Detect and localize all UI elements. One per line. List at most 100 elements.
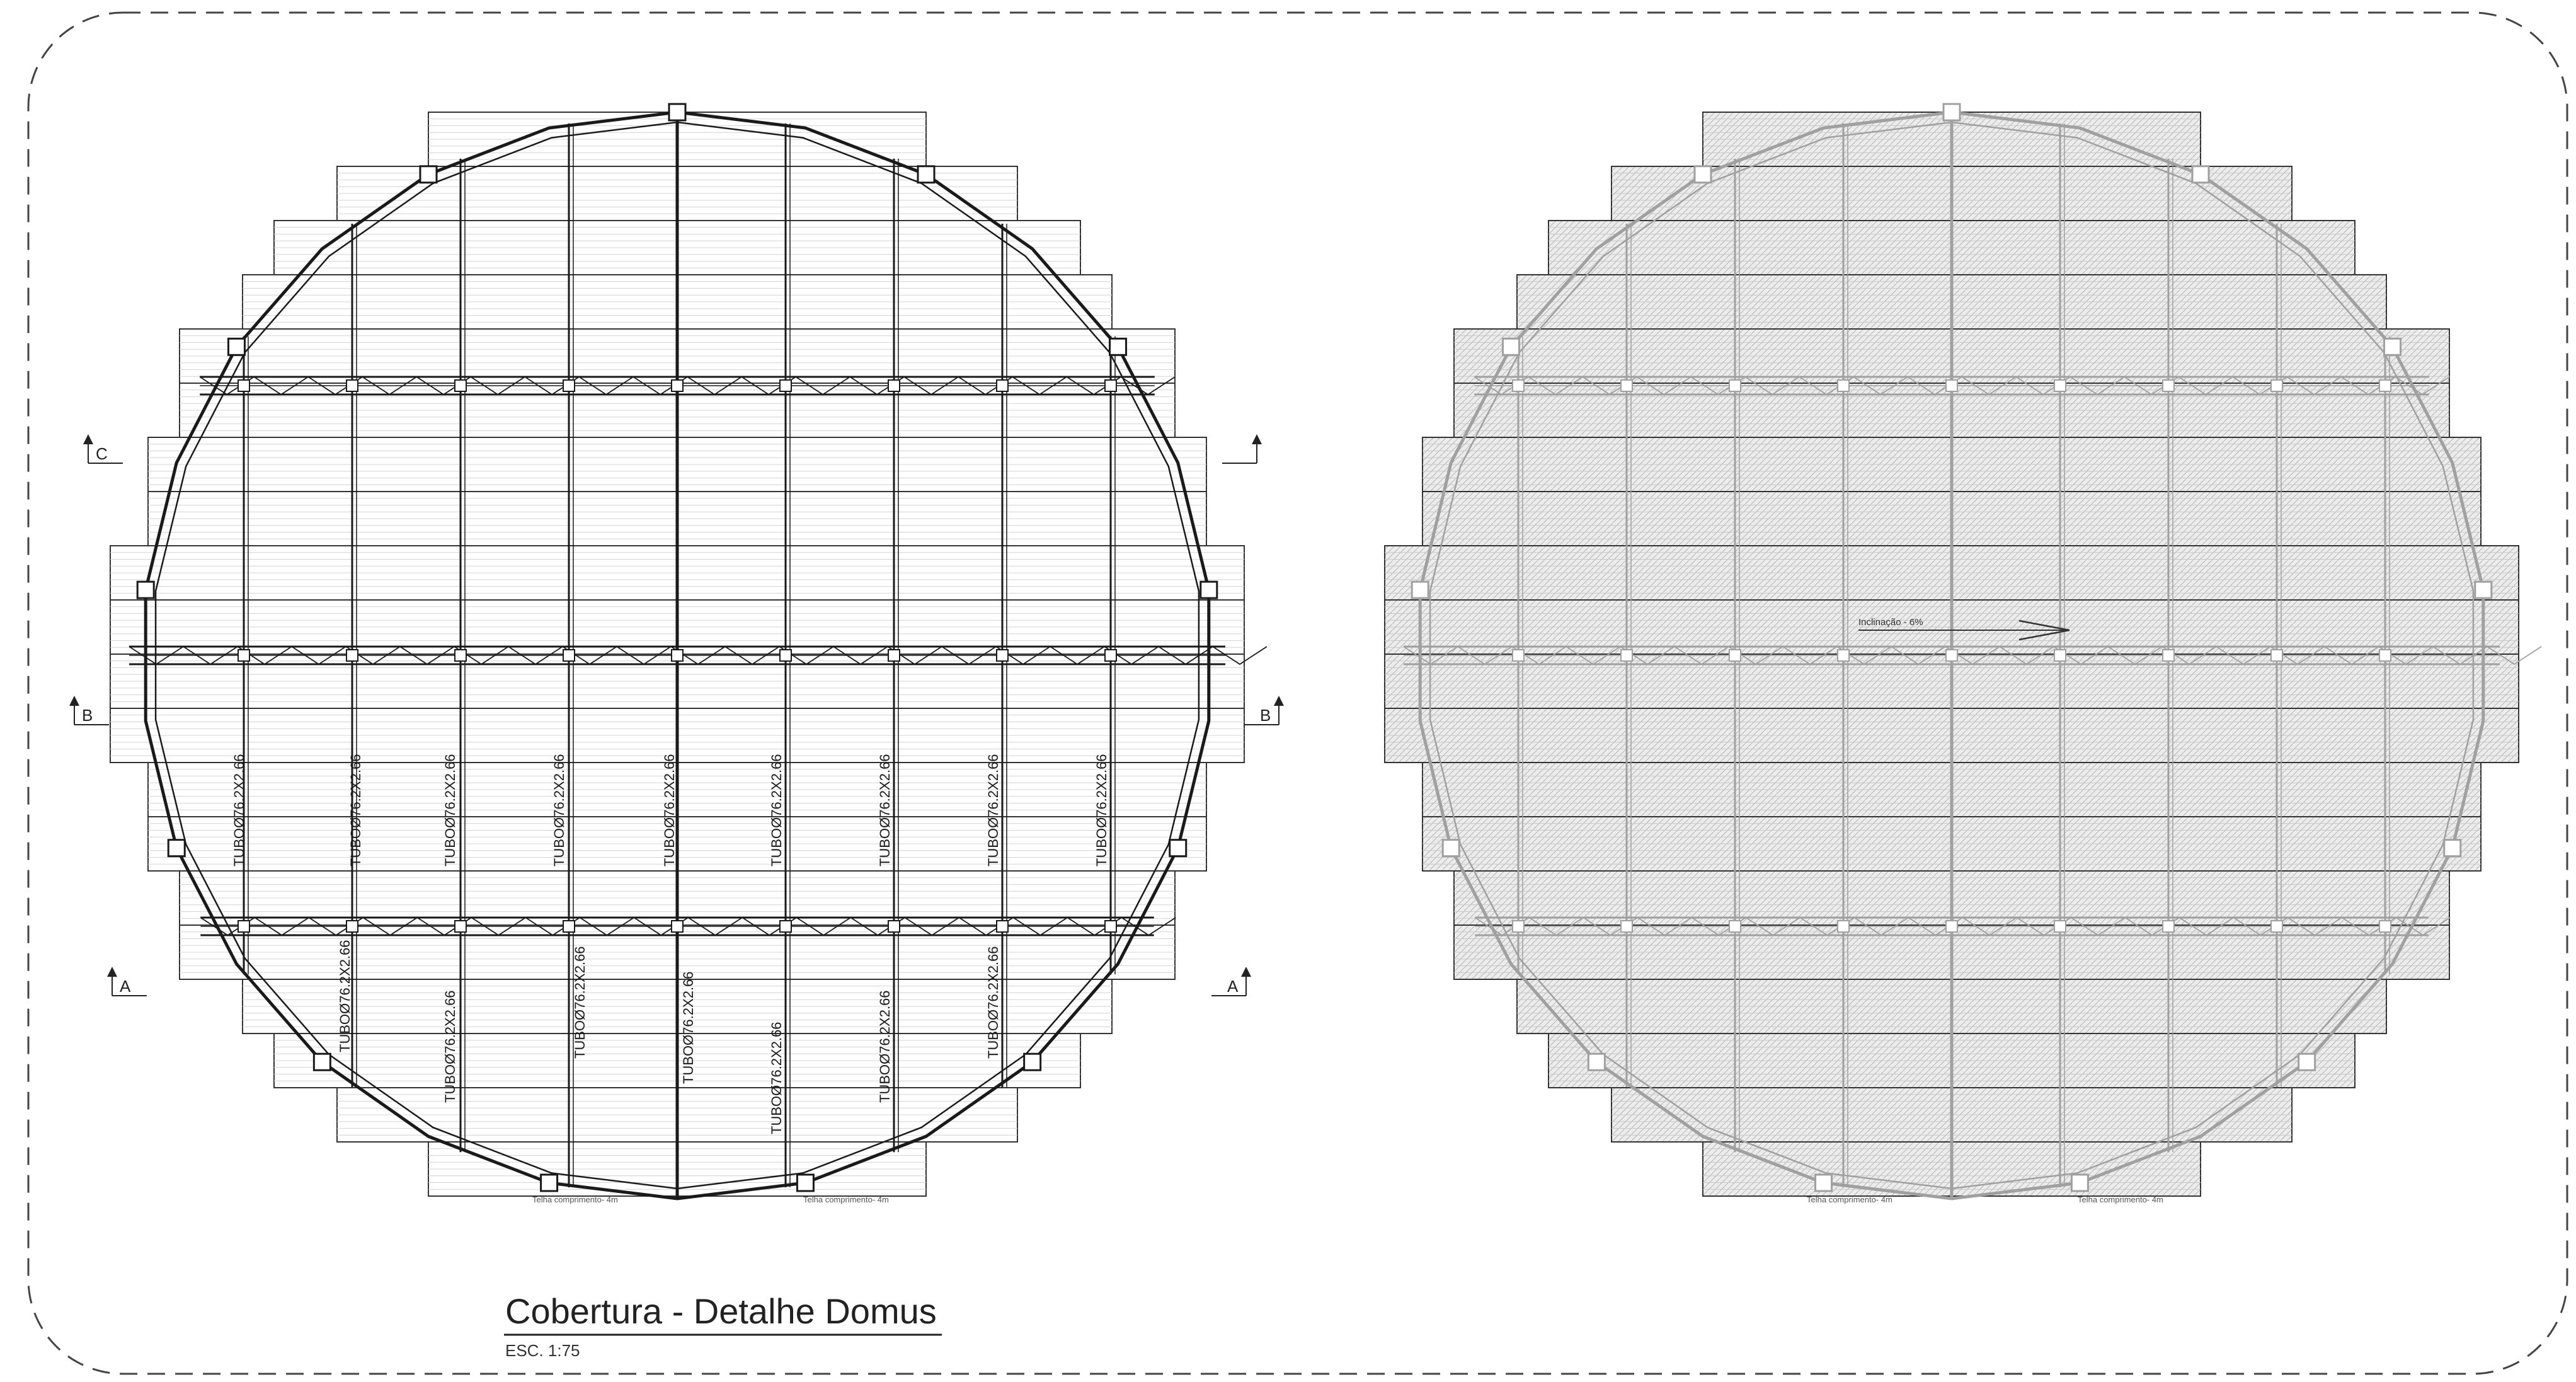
section-arrow-icon: [69, 696, 79, 706]
truss-node: [671, 379, 684, 392]
ring-node: [227, 337, 246, 356]
tube-label: TUBOØ76.2X2.66: [877, 754, 893, 867]
tube-label: TUBOØ76.2X2.66: [680, 971, 696, 1084]
tube-label: TUBOØ76.2X2.66: [877, 990, 893, 1103]
truss-web: [200, 917, 1176, 936]
section-marker-label: B: [82, 706, 93, 725]
tile-length-label: Telha comprimento- 4m: [2078, 1195, 2163, 1204]
ring-node: [1501, 337, 1520, 356]
tube-label: TUBOØ76.2X2.66: [337, 940, 353, 1052]
tile-length-label: Telha comprimento- 4m: [1807, 1195, 1892, 1204]
tube-label: TUBOØ76.2X2.66: [985, 754, 1001, 867]
ring-node: [1169, 839, 1188, 858]
section-marker-label: B: [1260, 706, 1271, 725]
ring-beam: [154, 121, 1200, 1190]
truss-node: [2379, 379, 2391, 392]
truss-node: [454, 920, 467, 933]
tiling-plan: Telha comprimento- 4m Telha comprimento- …: [1384, 103, 2542, 1204]
ring-node: [2070, 1173, 2089, 1192]
truss-node: [1729, 920, 1741, 933]
ring-node: [2474, 580, 2493, 599]
truss-node: [238, 649, 250, 662]
truss-node: [1945, 920, 1958, 933]
truss-node: [888, 649, 900, 662]
truss-node: [1620, 379, 1633, 392]
tube-label: TUBOØ76.2X2.66: [231, 754, 247, 867]
ring-node: [136, 580, 155, 599]
slope-annotation: Inclinação - 6%: [1858, 617, 2070, 641]
structure-plan: Telha comprimento- 4m Telha comprimento- …: [110, 103, 1268, 1204]
ring-node: [1199, 580, 1218, 599]
ring-node: [1109, 337, 1128, 356]
ring-beam: [1429, 121, 2475, 1190]
sheet-border: [27, 11, 2568, 1375]
ring-node: [1587, 1052, 1606, 1071]
truss-node: [1512, 649, 1525, 662]
truss-node: [996, 649, 1009, 662]
tube-label: TUBOØ76.2X2.66: [442, 990, 458, 1103]
truss-web: [1474, 376, 2450, 396]
truss-node: [1512, 379, 1525, 392]
section-marker-label: C: [96, 444, 108, 463]
truss-node: [1729, 649, 1741, 662]
truss-node: [2270, 649, 2283, 662]
ring-node: [668, 103, 687, 122]
tube-label: TUBOØ76.2X2.66: [769, 1022, 784, 1134]
truss-node: [888, 920, 900, 933]
truss-node: [238, 379, 250, 392]
ring-beam: [1418, 110, 2485, 1201]
truss-node: [779, 920, 792, 933]
section-marker-label: A: [1227, 977, 1239, 996]
truss-node: [2054, 379, 2066, 392]
ring-node: [1693, 165, 1712, 184]
truss-node: [346, 379, 358, 392]
tube-label: TUBOØ76.2X2.66: [661, 754, 677, 867]
slope-arrow-icon: [2018, 619, 2070, 641]
truss-node: [2054, 649, 2066, 662]
tube-label: TUBOØ76.2X2.66: [985, 946, 1001, 1059]
truss-node: [2162, 649, 2175, 662]
ring-node: [1942, 103, 1961, 122]
truss-node: [346, 920, 358, 933]
tube-label: TUBOØ76.2X2.66: [1094, 754, 1109, 867]
drawing-scale: ESC. 1:75: [505, 1341, 580, 1360]
ring-node: [1441, 839, 1460, 858]
section-arrow-icon: [1241, 967, 1251, 977]
ring-node: [917, 165, 936, 184]
truss-node: [1837, 379, 1850, 392]
truss-node: [1104, 920, 1117, 933]
truss-node: [1837, 649, 1850, 662]
ring-node: [167, 839, 186, 858]
ring-node: [1814, 1173, 1833, 1192]
ring-node: [2443, 839, 2462, 858]
truss-node: [2379, 920, 2391, 933]
tile-length-label: Telha comprimento- 4m: [532, 1195, 618, 1204]
truss-node: [779, 649, 792, 662]
ring-node: [1411, 580, 1429, 599]
ring-node: [2383, 337, 2402, 356]
ring-node: [796, 1173, 815, 1192]
tube-label: TUBOØ76.2X2.66: [442, 754, 458, 867]
truss-node: [1620, 649, 1633, 662]
tube-label: TUBOØ76.2X2.66: [551, 754, 567, 867]
truss-node: [1945, 649, 1958, 662]
section-arrow-icon: [83, 434, 93, 444]
section-marker-label: A: [120, 977, 131, 996]
ring-node: [2298, 1052, 2316, 1071]
truss-node: [2162, 379, 2175, 392]
truss-node: [2270, 920, 2283, 933]
truss-node: [888, 379, 900, 392]
ring-node: [540, 1173, 559, 1192]
tube-label: TUBOØ76.2X2.66: [769, 754, 784, 867]
truss-node: [779, 379, 792, 392]
section-arrow-icon: [1252, 434, 1262, 444]
section-arrow-icon: [1274, 696, 1284, 706]
tile-length-label: Telha comprimento- 4m: [803, 1195, 889, 1204]
section-markers: C B B A A: [69, 434, 1284, 996]
truss-node: [671, 920, 684, 933]
truss-node: [563, 379, 575, 392]
ring-node: [312, 1052, 331, 1071]
truss-node: [996, 920, 1009, 933]
truss-node: [2379, 649, 2391, 662]
truss-node: [1837, 920, 1850, 933]
